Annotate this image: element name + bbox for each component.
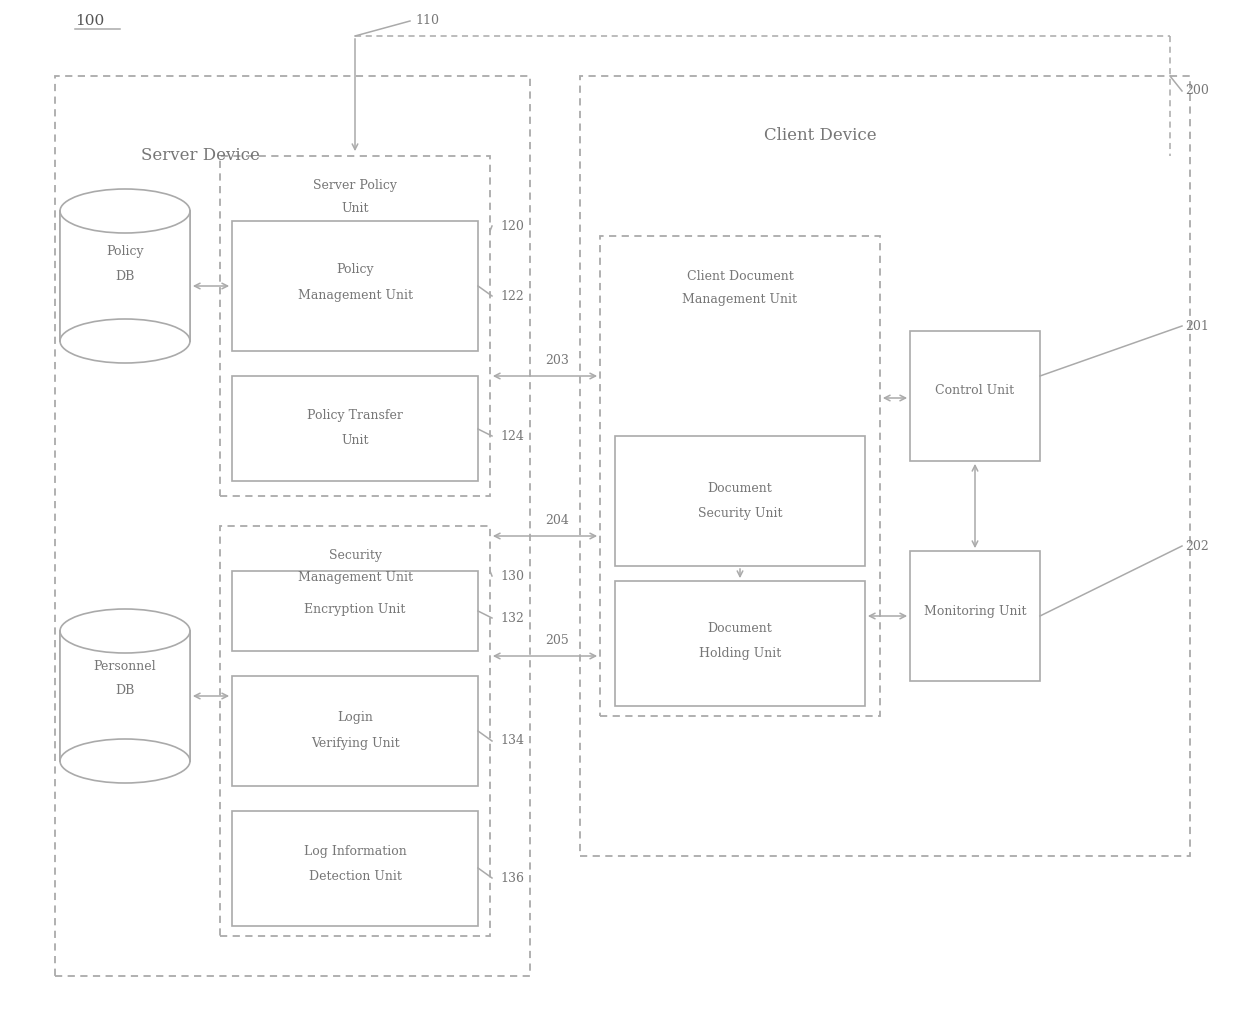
Text: Unit: Unit [341, 201, 368, 214]
Text: Management Unit: Management Unit [298, 289, 413, 303]
Text: Client Device: Client Device [764, 127, 877, 145]
Text: Document: Document [708, 623, 773, 635]
Bar [232, 376, 477, 481]
Text: 202: 202 [1185, 540, 1209, 552]
Text: 205: 205 [546, 634, 569, 647]
Text: Unit: Unit [341, 434, 368, 447]
Bar [60, 211, 190, 341]
Text: Personnel: Personnel [94, 660, 156, 672]
Text: Control Unit: Control Unit [935, 385, 1014, 397]
Text: 120: 120 [500, 220, 523, 233]
Bar [910, 331, 1040, 461]
Bar [219, 526, 490, 936]
Text: 110: 110 [415, 14, 439, 28]
Text: Security: Security [329, 550, 382, 562]
Text: DB: DB [115, 270, 135, 282]
Text: 136: 136 [500, 871, 525, 884]
Text: 201: 201 [1185, 319, 1209, 332]
Bar [600, 236, 880, 716]
Text: Management Unit: Management Unit [298, 571, 413, 585]
Ellipse shape [60, 319, 190, 363]
Text: 134: 134 [500, 735, 525, 748]
Text: Policy: Policy [336, 263, 373, 276]
Bar [232, 676, 477, 786]
Text: Server Policy: Server Policy [312, 180, 397, 193]
Text: 130: 130 [500, 569, 525, 583]
Text: DB: DB [115, 684, 135, 698]
Bar [55, 76, 529, 976]
Text: 132: 132 [500, 611, 523, 625]
Text: Policy: Policy [107, 244, 144, 258]
Text: 122: 122 [500, 289, 523, 303]
Text: Holding Unit: Holding Unit [699, 647, 781, 661]
Text: Verifying Unit: Verifying Unit [311, 738, 399, 750]
Bar [232, 571, 477, 652]
Text: 100: 100 [74, 14, 104, 28]
Text: Login: Login [337, 711, 373, 724]
Bar [580, 76, 1190, 856]
Bar [910, 551, 1040, 681]
Bar [219, 156, 490, 496]
Text: Client Document: Client Document [687, 270, 794, 282]
Bar [232, 811, 477, 926]
Ellipse shape [60, 609, 190, 653]
Text: Security Unit: Security Unit [698, 507, 782, 519]
Text: Detection Unit: Detection Unit [309, 869, 402, 882]
Text: Management Unit: Management Unit [682, 293, 797, 307]
Ellipse shape [60, 189, 190, 233]
Ellipse shape [60, 739, 190, 783]
Text: Monitoring Unit: Monitoring Unit [924, 604, 1027, 618]
Bar [615, 581, 866, 706]
Bar [615, 436, 866, 566]
Bar [232, 221, 477, 351]
Text: 200: 200 [1185, 84, 1209, 97]
Bar [60, 631, 190, 761]
Text: 204: 204 [546, 514, 569, 527]
Text: Policy Transfer: Policy Transfer [308, 409, 403, 423]
Text: Encryption Unit: Encryption Unit [304, 602, 405, 616]
Text: 124: 124 [500, 430, 523, 442]
Text: Document: Document [708, 481, 773, 495]
Text: Server Device: Server Device [140, 148, 259, 164]
Text: Log Information: Log Information [304, 844, 407, 858]
Text: 203: 203 [546, 355, 569, 367]
